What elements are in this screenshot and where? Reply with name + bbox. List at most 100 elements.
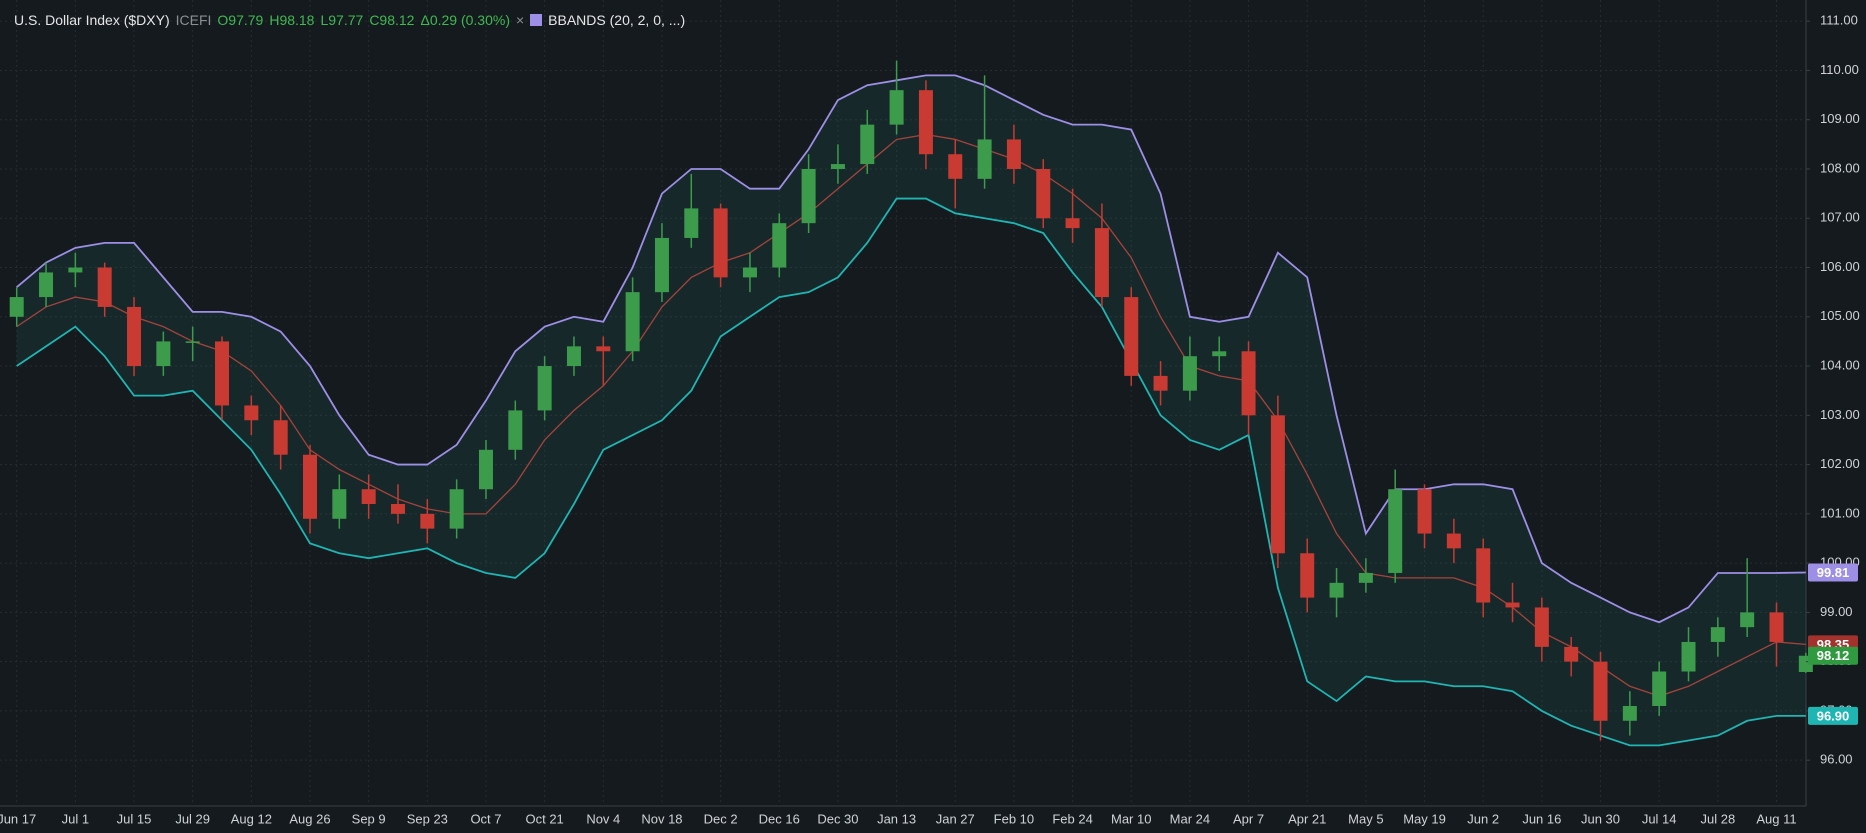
candle-body: [1212, 351, 1226, 356]
candle-body: [860, 125, 874, 164]
candle-body: [831, 164, 845, 169]
x-tick-label: Feb 10: [994, 811, 1034, 826]
quote-low: L97.77: [320, 12, 363, 28]
y-tick-label: 108.00: [1820, 160, 1860, 175]
candle-body: [156, 341, 170, 366]
candle-body: [538, 366, 552, 410]
quote-open: O97.79: [217, 12, 263, 28]
x-tick-label: Dec 16: [759, 811, 800, 826]
candle-body: [215, 341, 229, 405]
indicator-label: BBANDS (20, 2, 0, ...): [548, 12, 685, 28]
x-tick-label: Jul 29: [175, 811, 210, 826]
x-tick-label: Dec 30: [817, 811, 858, 826]
candle-body: [1066, 218, 1080, 228]
candle-body: [1652, 672, 1666, 706]
y-tick-label: 106.00: [1820, 259, 1860, 274]
candle-body: [890, 90, 904, 124]
x-tick-label: Feb 24: [1052, 811, 1092, 826]
x-tick-label: Jan 27: [936, 811, 975, 826]
price-tag-label: 98.12: [1817, 648, 1850, 663]
candle-body: [626, 292, 640, 351]
candle-body: [684, 208, 698, 238]
indicator-swatch: [530, 14, 542, 26]
candle-body: [98, 268, 112, 307]
candle-body: [303, 455, 317, 519]
chart-header: U.S. Dollar Index ($DXY) ICEFI O97.79 H9…: [14, 12, 685, 28]
quote-close: C98.12: [369, 12, 414, 28]
x-tick-label: Nov 18: [641, 811, 682, 826]
x-tick-label: Mar 10: [1111, 811, 1151, 826]
candle-body: [1623, 706, 1637, 721]
candle-body: [1095, 228, 1109, 297]
x-tick-label: Jul 15: [117, 811, 152, 826]
candle-body: [1124, 297, 1138, 376]
candle-body: [1300, 553, 1314, 597]
x-tick-label: Aug 12: [231, 811, 272, 826]
candle-body: [743, 268, 757, 278]
candle-body: [450, 489, 464, 528]
y-tick-label: 102.00: [1820, 456, 1860, 471]
quote-change: Δ0.29 (0.30%): [420, 12, 510, 28]
candle-body: [1271, 415, 1285, 553]
x-tick-label: Dec 2: [704, 811, 738, 826]
x-tick-label: Apr 21: [1288, 811, 1326, 826]
x-tick-label: May 5: [1348, 811, 1383, 826]
x-tick-label: Mar 24: [1170, 811, 1210, 826]
y-tick-label: 105.00: [1820, 308, 1860, 323]
candle-body: [772, 223, 786, 267]
quote-high: H98.18: [269, 12, 314, 28]
x-tick-label: May 19: [1403, 811, 1446, 826]
candle-body: [1476, 548, 1490, 602]
candle-body: [1770, 612, 1784, 642]
candle-body: [948, 154, 962, 179]
candle-body: [1535, 607, 1549, 646]
candle-body: [1036, 169, 1050, 218]
candle-body: [1007, 139, 1021, 169]
candle-body: [508, 410, 522, 449]
candle-body: [655, 238, 669, 292]
candle-body: [479, 450, 493, 489]
price-tag-label: 99.81: [1817, 565, 1850, 580]
x-tick-label: Jul 14: [1642, 811, 1677, 826]
candle-body: [1506, 603, 1520, 608]
x-tick-label: Aug 11: [1756, 811, 1796, 826]
y-tick-label: 99.00: [1820, 604, 1853, 619]
chart-title: U.S. Dollar Index ($DXY): [14, 12, 170, 28]
candle-body: [420, 514, 434, 529]
x-tick-label: Apr 7: [1233, 811, 1264, 826]
candle-body: [1388, 489, 1402, 573]
y-tick-label: 103.00: [1820, 407, 1860, 422]
x-tick-label: Oct 7: [470, 811, 501, 826]
candle-body: [1418, 489, 1432, 533]
y-tick-label: 111.00: [1820, 13, 1858, 28]
x-tick-label: Nov 4: [586, 811, 620, 826]
candle-body: [596, 346, 610, 351]
x-tick-label: Sep 23: [407, 811, 448, 826]
candle-body: [391, 504, 405, 514]
candle-body: [802, 169, 816, 223]
price-tag-label: 96.90: [1817, 708, 1850, 723]
candle-body: [1682, 642, 1696, 672]
x-tick-label: Jun 2: [1467, 811, 1499, 826]
x-tick-label: Oct 21: [525, 811, 563, 826]
candle-body: [186, 341, 200, 343]
y-tick-label: 109.00: [1820, 111, 1860, 126]
remove-indicator[interactable]: ×: [516, 12, 524, 28]
y-tick-label: 101.00: [1820, 505, 1860, 520]
candle-body: [978, 139, 992, 178]
candle-body: [1564, 647, 1578, 662]
x-tick-label: Sep 9: [352, 811, 386, 826]
x-tick-label: Jul 28: [1700, 811, 1735, 826]
x-tick-label: Jun 30: [1581, 811, 1620, 826]
y-tick-label: 110.00: [1820, 62, 1859, 77]
candle-body: [1154, 376, 1168, 391]
x-tick-label: Jun 16: [1522, 811, 1561, 826]
candle-body: [10, 297, 24, 317]
candle-body: [127, 307, 141, 366]
x-tick-label: Jul 1: [62, 811, 89, 826]
candle-body: [1183, 356, 1197, 390]
candle-body: [39, 272, 53, 297]
candle-body: [1242, 351, 1256, 415]
candle-body: [1447, 534, 1461, 549]
